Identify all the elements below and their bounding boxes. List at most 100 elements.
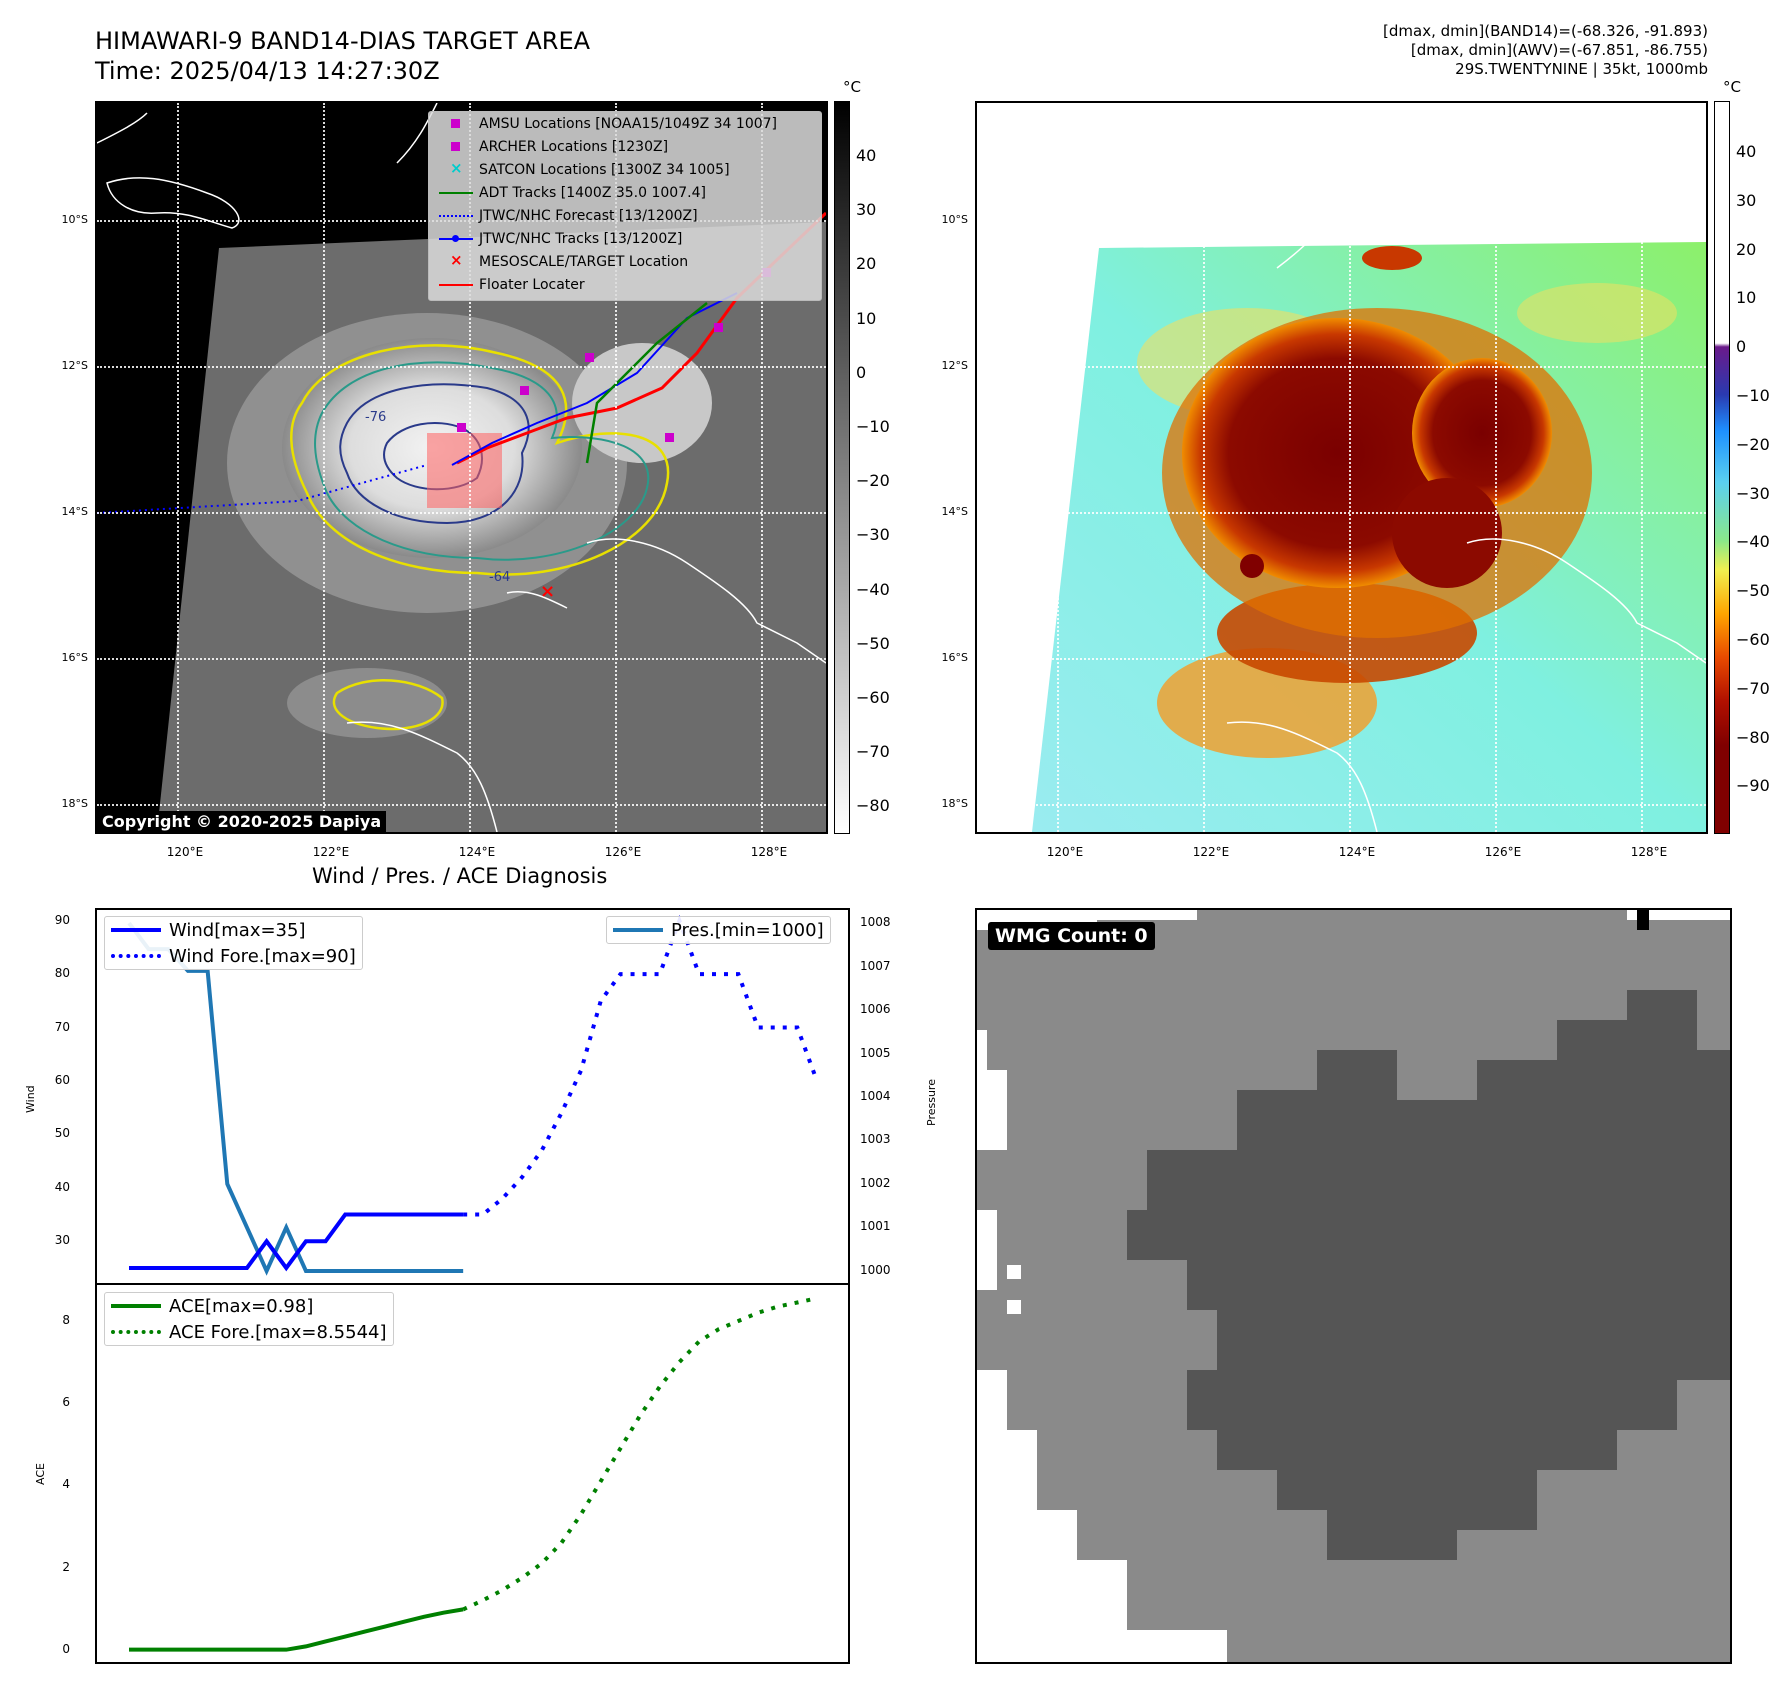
colorbar1-tick: 40 (856, 146, 877, 165)
figure-title: HIMAWARI-9 BAND14-DIAS TARGET AREA Time:… (95, 26, 590, 86)
gridline-lon-120 (177, 103, 179, 832)
p2-gridline-lon-124 (1349, 103, 1351, 832)
gridline-lat-12 (97, 366, 826, 368)
pressure-ytick: 1006 (860, 1002, 891, 1017)
ace-ytick: 0 (62, 1641, 70, 1656)
pressure-ytick: 1003 (860, 1132, 891, 1147)
map-legend: AMSU Locations [NOAA15/1049Z 34 1007] AR… (428, 111, 822, 301)
p2-lon-label-124e: 124°E (1338, 845, 1376, 859)
p2-lon-label-126e: 126°E (1484, 845, 1522, 859)
p2-lat-label-10s: 10°S (941, 213, 968, 226)
colorbar2-tick: 10 (1736, 288, 1757, 308)
p2-gridline-lat-18 (977, 804, 1706, 806)
colorbar1-tick: −30 (856, 525, 890, 545)
info-storm: 29S.TWENTYNINE | 35kt, 1000mb (1455, 60, 1708, 78)
wind-ytick: 30 (54, 1233, 70, 1248)
legend-item-jtwc-forecast: JTWC/NHC Forecast [13/1200Z] (437, 206, 698, 226)
colorbar2-tick: −10 (1736, 386, 1770, 405)
wmg-count-badge: WMG Count: 0 (988, 922, 1155, 950)
legend-ace-fore: ACE Fore.[max=8.5544] (169, 1321, 387, 1343)
wind-ytick: 40 (54, 1179, 70, 1194)
wmg-svg (977, 910, 1730, 1662)
contour-inner (339, 383, 530, 525)
gridline-lon-128 (761, 103, 763, 832)
pressure-ytick: 1002 (860, 1175, 891, 1190)
p2-gridline-lon-126 (1495, 103, 1497, 832)
p2-gridline-lat-16 (977, 658, 1706, 660)
p2-lon-label-120e: 120°E (1046, 845, 1084, 859)
pressure-ytick: 1001 (860, 1219, 891, 1234)
legend-wind: Wind[max=35] (169, 919, 306, 941)
wind-ytick: 50 (54, 1126, 70, 1141)
pressure-ytick: 1005 (860, 1045, 891, 1060)
colorbar2-tick: −20 (1736, 434, 1770, 454)
ace-ylabel: ACE (34, 1463, 47, 1485)
gridline-lat-14 (97, 512, 826, 514)
gridline-lat-18 (97, 804, 826, 806)
contour-south (332, 679, 444, 731)
pressure-line (127, 921, 464, 1276)
lon-label-120e: 120°E (166, 845, 204, 859)
wmg-white-cell-2 (1007, 1300, 1021, 1314)
colorbar1-tick: −60 (856, 688, 890, 707)
ace-legend: ACE[max=0.98] ACE Fore.[max=8.5544] (104, 1292, 394, 1346)
copyright-badge: Copyright © 2020-2025 Dapiya (97, 811, 387, 832)
p2-gridline-lat-10 (977, 220, 1706, 222)
gridline-lon-126 (615, 103, 617, 832)
colorbar2-tick: −40 (1736, 532, 1770, 552)
ace-ytick: 6 (62, 1395, 70, 1410)
p2-gridline-lat-12 (977, 366, 1706, 368)
colorbar1-tick: 10 (856, 308, 877, 328)
lat-label-16s: 16°S (61, 651, 88, 664)
legend-item-satcon: × SATCON Locations [1300Z 34 1005] (450, 159, 730, 178)
wind-legend: Wind[max=35] Wind Fore.[max=90] (104, 916, 363, 970)
pressure-ytick: 1008 (860, 915, 891, 930)
diagnosis-svg (97, 914, 848, 1652)
legend-wind-fore: Wind Fore.[max=90] (169, 945, 356, 967)
contour-label-64: -64 (489, 570, 510, 585)
colorbar1-tick: −70 (856, 742, 890, 762)
wind-ytick: 90 (54, 912, 70, 927)
colorbar1-unit: °C (843, 78, 861, 96)
colorbar1-tick: −50 (856, 633, 890, 653)
ace-ytick: 4 (62, 1477, 70, 1492)
awv-map-svg (1032, 232, 1706, 832)
colorbar1-tick: 0 (856, 362, 867, 382)
contour-mid (314, 361, 650, 561)
p2-lat-label-14s: 14°S (941, 505, 968, 518)
legend-pres: Pres.[min=1000] (671, 919, 824, 941)
p2-lat-label-12s: 12°S (941, 359, 968, 372)
lon-label-122e: 122°E (312, 845, 350, 859)
colorbar1-tick: 20 (856, 254, 877, 274)
mesoscale-target-marker: × (540, 581, 555, 602)
legend-item-adt: ADT Tracks [1400Z 35.0 1007.4] (437, 183, 706, 203)
info-band14: [dmax, dmin](BAND14)=(-68.326, -91.893) (1383, 22, 1708, 40)
p2-gridline-lon-120 (1057, 103, 1059, 832)
coastlines (97, 103, 826, 832)
adt-track (585, 302, 708, 464)
pressure-ytick: 1007 (860, 958, 891, 973)
lat-label-14s: 14°S (61, 505, 88, 518)
colorbar2-tick: −90 (1736, 776, 1770, 796)
lon-label-124e: 124°E (458, 845, 496, 859)
wind-line (129, 1212, 464, 1272)
lat-label-18s: 18°S (61, 797, 88, 810)
diagnosis-title: Wind / Pres. / ACE Diagnosis (312, 864, 608, 888)
colorbar-band14 (834, 101, 850, 834)
moisture-band-ne (1517, 283, 1677, 343)
legend-item-amsu: AMSU Locations [NOAA15/1049Z 34 1007] (437, 114, 777, 134)
wmg-white-cell (1007, 1265, 1021, 1279)
floater-track (456, 211, 826, 465)
ace-ytick: 8 (62, 1312, 70, 1327)
wind-forecast-line (463, 914, 819, 1217)
p2-gridline-lon-122 (1203, 103, 1205, 832)
colorbar2-tick: 20 (1736, 239, 1757, 259)
p2-gridline-lon-128 (1641, 103, 1643, 832)
wmg-classification-map (975, 908, 1732, 1664)
legend-item-mesoscale: × MESOSCALE/TARGET Location (450, 251, 689, 270)
warm-core-south (1392, 478, 1502, 588)
colorbar2-tick: −60 (1736, 630, 1770, 649)
gridline-lon-124 (469, 103, 471, 832)
colorbar2-tick: −70 (1736, 678, 1770, 698)
wmg-black-cell (1637, 910, 1649, 930)
